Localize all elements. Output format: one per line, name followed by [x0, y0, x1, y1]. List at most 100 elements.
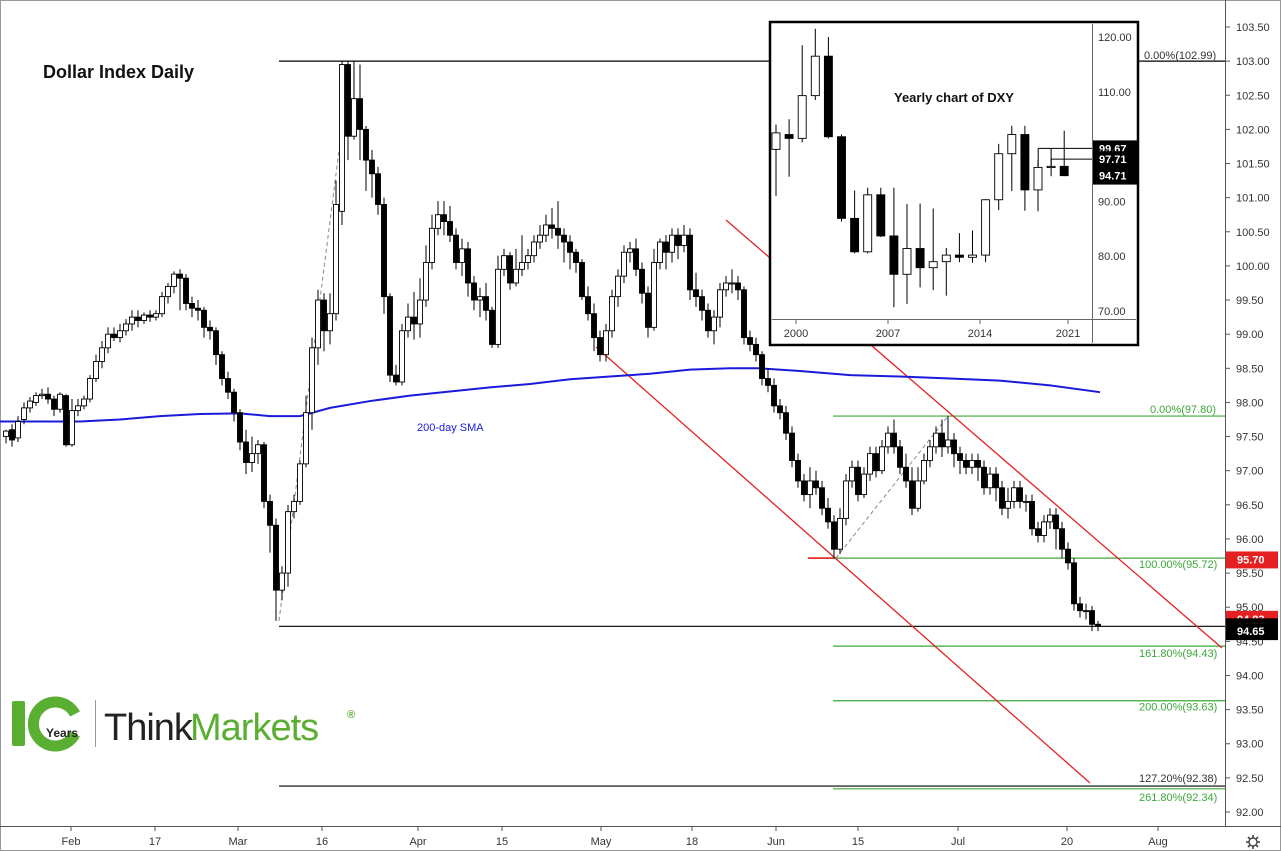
candle-body: [747, 337, 753, 345]
daily-candle: [933, 426, 939, 454]
daily-candle: [75, 399, 81, 417]
daily-candle: [945, 416, 951, 454]
daily-candle: [135, 310, 141, 328]
candle-body: [225, 378, 231, 393]
candle-body: [933, 432, 939, 448]
daily-candle: [147, 310, 153, 322]
candle-body: [453, 234, 459, 263]
daily-candle: [729, 269, 735, 294]
time-tick-label: May: [591, 836, 612, 848]
time-tick-label: Jul: [951, 836, 965, 848]
price-tick-label: 102.00: [1236, 124, 1270, 136]
candle-body: [519, 262, 525, 270]
daily-candle: [15, 416, 21, 443]
daily-candle: [675, 228, 681, 260]
daily-candle: [333, 180, 339, 321]
candle-body: [903, 466, 909, 482]
daily-candle: [699, 289, 705, 321]
candle-body: [537, 234, 543, 243]
candle-body: [579, 262, 585, 298]
daily-candle: [801, 474, 807, 502]
daily-candle: [855, 460, 861, 502]
candle-body: [1020, 134, 1030, 191]
candle-body: [591, 313, 597, 339]
candle-body: [1059, 165, 1069, 177]
daily-candle: [363, 125, 369, 191]
daily-candle: [789, 426, 795, 468]
daily-candle: [915, 467, 921, 512]
price-axis[interactable]: 103.50 103.00 102.50 102.00 101.50 101.00 100.…: [1225, 22, 1270, 819]
inset-time-tick-label: 2014: [968, 328, 992, 340]
candle-body: [129, 316, 135, 325]
candle-body: [777, 405, 783, 414]
candle-body: [411, 316, 417, 325]
candle-body: [63, 395, 69, 446]
inset-price-label: 97.71: [1093, 151, 1137, 169]
daily-candle: [519, 235, 525, 277]
price-tick-label: 98.50: [1236, 363, 1264, 375]
candle-body: [573, 251, 579, 263]
yearly-candle: [941, 247, 951, 296]
candle-body: [927, 446, 933, 461]
daily-candle: [417, 278, 423, 338]
price-tick-label: 97.00: [1236, 466, 1264, 478]
daily-candles: [3, 61, 1101, 632]
candle-body: [945, 439, 951, 448]
daily-candle: [765, 368, 771, 393]
candle-body: [795, 460, 801, 482]
candle-body: [855, 466, 861, 496]
logo-registered-mark: ®: [347, 709, 355, 721]
daily-candle: [693, 272, 699, 307]
daily-candle: [1041, 515, 1047, 543]
yearly-candle: [1007, 125, 1017, 191]
candle-body: [867, 453, 873, 475]
candle-body: [567, 241, 573, 253]
candle-body: [915, 248, 925, 269]
candle-body: [147, 314, 153, 318]
candle-body: [1077, 603, 1083, 612]
candle-body: [45, 393, 51, 400]
candle-body: [21, 407, 27, 420]
daily-candle: [507, 252, 513, 290]
daily-candle: [897, 439, 903, 475]
inset-price-label: 94.71: [1093, 167, 1137, 185]
daily-candle: [597, 330, 603, 362]
candle-body: [975, 460, 981, 468]
daily-candle: [123, 319, 129, 336]
time-tick-label: Aug: [1148, 836, 1168, 848]
daily-candle: [345, 61, 351, 161]
candle-body: [1011, 487, 1017, 502]
daily-candle: [579, 259, 585, 301]
candle-body: [543, 224, 549, 236]
time-axis[interactable]: Feb 17 Mar 16 Apr 15 May 18 Jun 15 Jul 20 Aug: [62, 826, 1168, 848]
daily-candle: [663, 235, 669, 270]
candle-body: [939, 432, 945, 448]
chart-title: Dollar Index Daily: [43, 62, 194, 82]
daily-candle: [753, 337, 759, 362]
daily-candle: [1047, 508, 1053, 529]
candle-body: [657, 241, 663, 263]
candle-body: [681, 234, 687, 246]
price-tick-label: 102.50: [1236, 90, 1270, 102]
candle-body: [1029, 500, 1035, 530]
fibonacci-label: 261.80%(92.34): [1139, 792, 1217, 804]
daily-candle: [891, 419, 897, 454]
candle-body: [771, 384, 777, 407]
candle-body: [963, 460, 969, 468]
candle-body: [645, 292, 651, 328]
daily-candle: [33, 392, 39, 406]
gear-icon[interactable]: [1246, 835, 1260, 849]
candle-body: [849, 466, 855, 482]
daily-candle: [741, 286, 747, 345]
daily-candle: [525, 248, 531, 270]
candle-body: [759, 354, 765, 379]
yearly-candle: [1046, 148, 1056, 177]
daily-candle: [705, 303, 711, 338]
candle-body: [69, 410, 75, 446]
daily-candle: [555, 201, 561, 249]
candle-body: [93, 361, 99, 379]
daily-candle: [63, 394, 69, 447]
inset-time-tick-label: 2000: [784, 328, 808, 340]
daily-candle: [627, 242, 633, 263]
